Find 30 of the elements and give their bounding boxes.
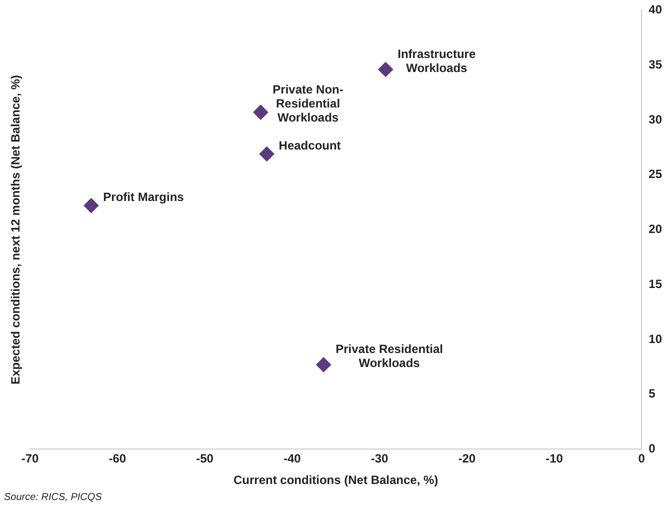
x-tick-label: -10 [546, 452, 564, 466]
y-axis-title: Expected conditions, next 12 months (Net Balance, %) [8, 74, 22, 384]
y-tick-label: 40 [648, 2, 662, 17]
x-tick-label: -60 [108, 452, 126, 466]
x-tick-label: -40 [283, 452, 302, 466]
x-tick-label: -20 [458, 452, 476, 466]
x-tick-label: 0 [638, 452, 646, 466]
x-tick-label: -70 [21, 452, 39, 466]
x-tick-label: -30 [370, 452, 389, 466]
point [378, 62, 394, 77]
annotation: Infrastructure Workloads [398, 46, 476, 75]
y-tick-label: 20 [648, 222, 662, 236]
y-tick-label: 35 [648, 57, 662, 72]
point [316, 357, 332, 372]
y-tick-label: 15 [648, 276, 662, 291]
source-note: Source: RICS, PICQS [4, 492, 102, 503]
point [259, 146, 274, 162]
annotation: Headcount [278, 138, 341, 152]
x-axis-title: Current conditions (Net Balance, %) [233, 473, 438, 488]
annotation: Private Residential Workloads [336, 342, 443, 370]
y-tick-label: 25 [648, 167, 662, 182]
annotation: Profit Margins [103, 190, 184, 204]
y-tick-label: 30 [648, 112, 662, 126]
annotation: Private Non-Residential Workloads [272, 82, 344, 125]
point [253, 104, 268, 120]
y-tick-label: 10 [648, 332, 662, 346]
y-tick-label: 0 [648, 442, 656, 456]
x-tick-label: -50 [196, 452, 214, 466]
point [84, 198, 99, 214]
y-tick-label: 5 [648, 386, 656, 401]
